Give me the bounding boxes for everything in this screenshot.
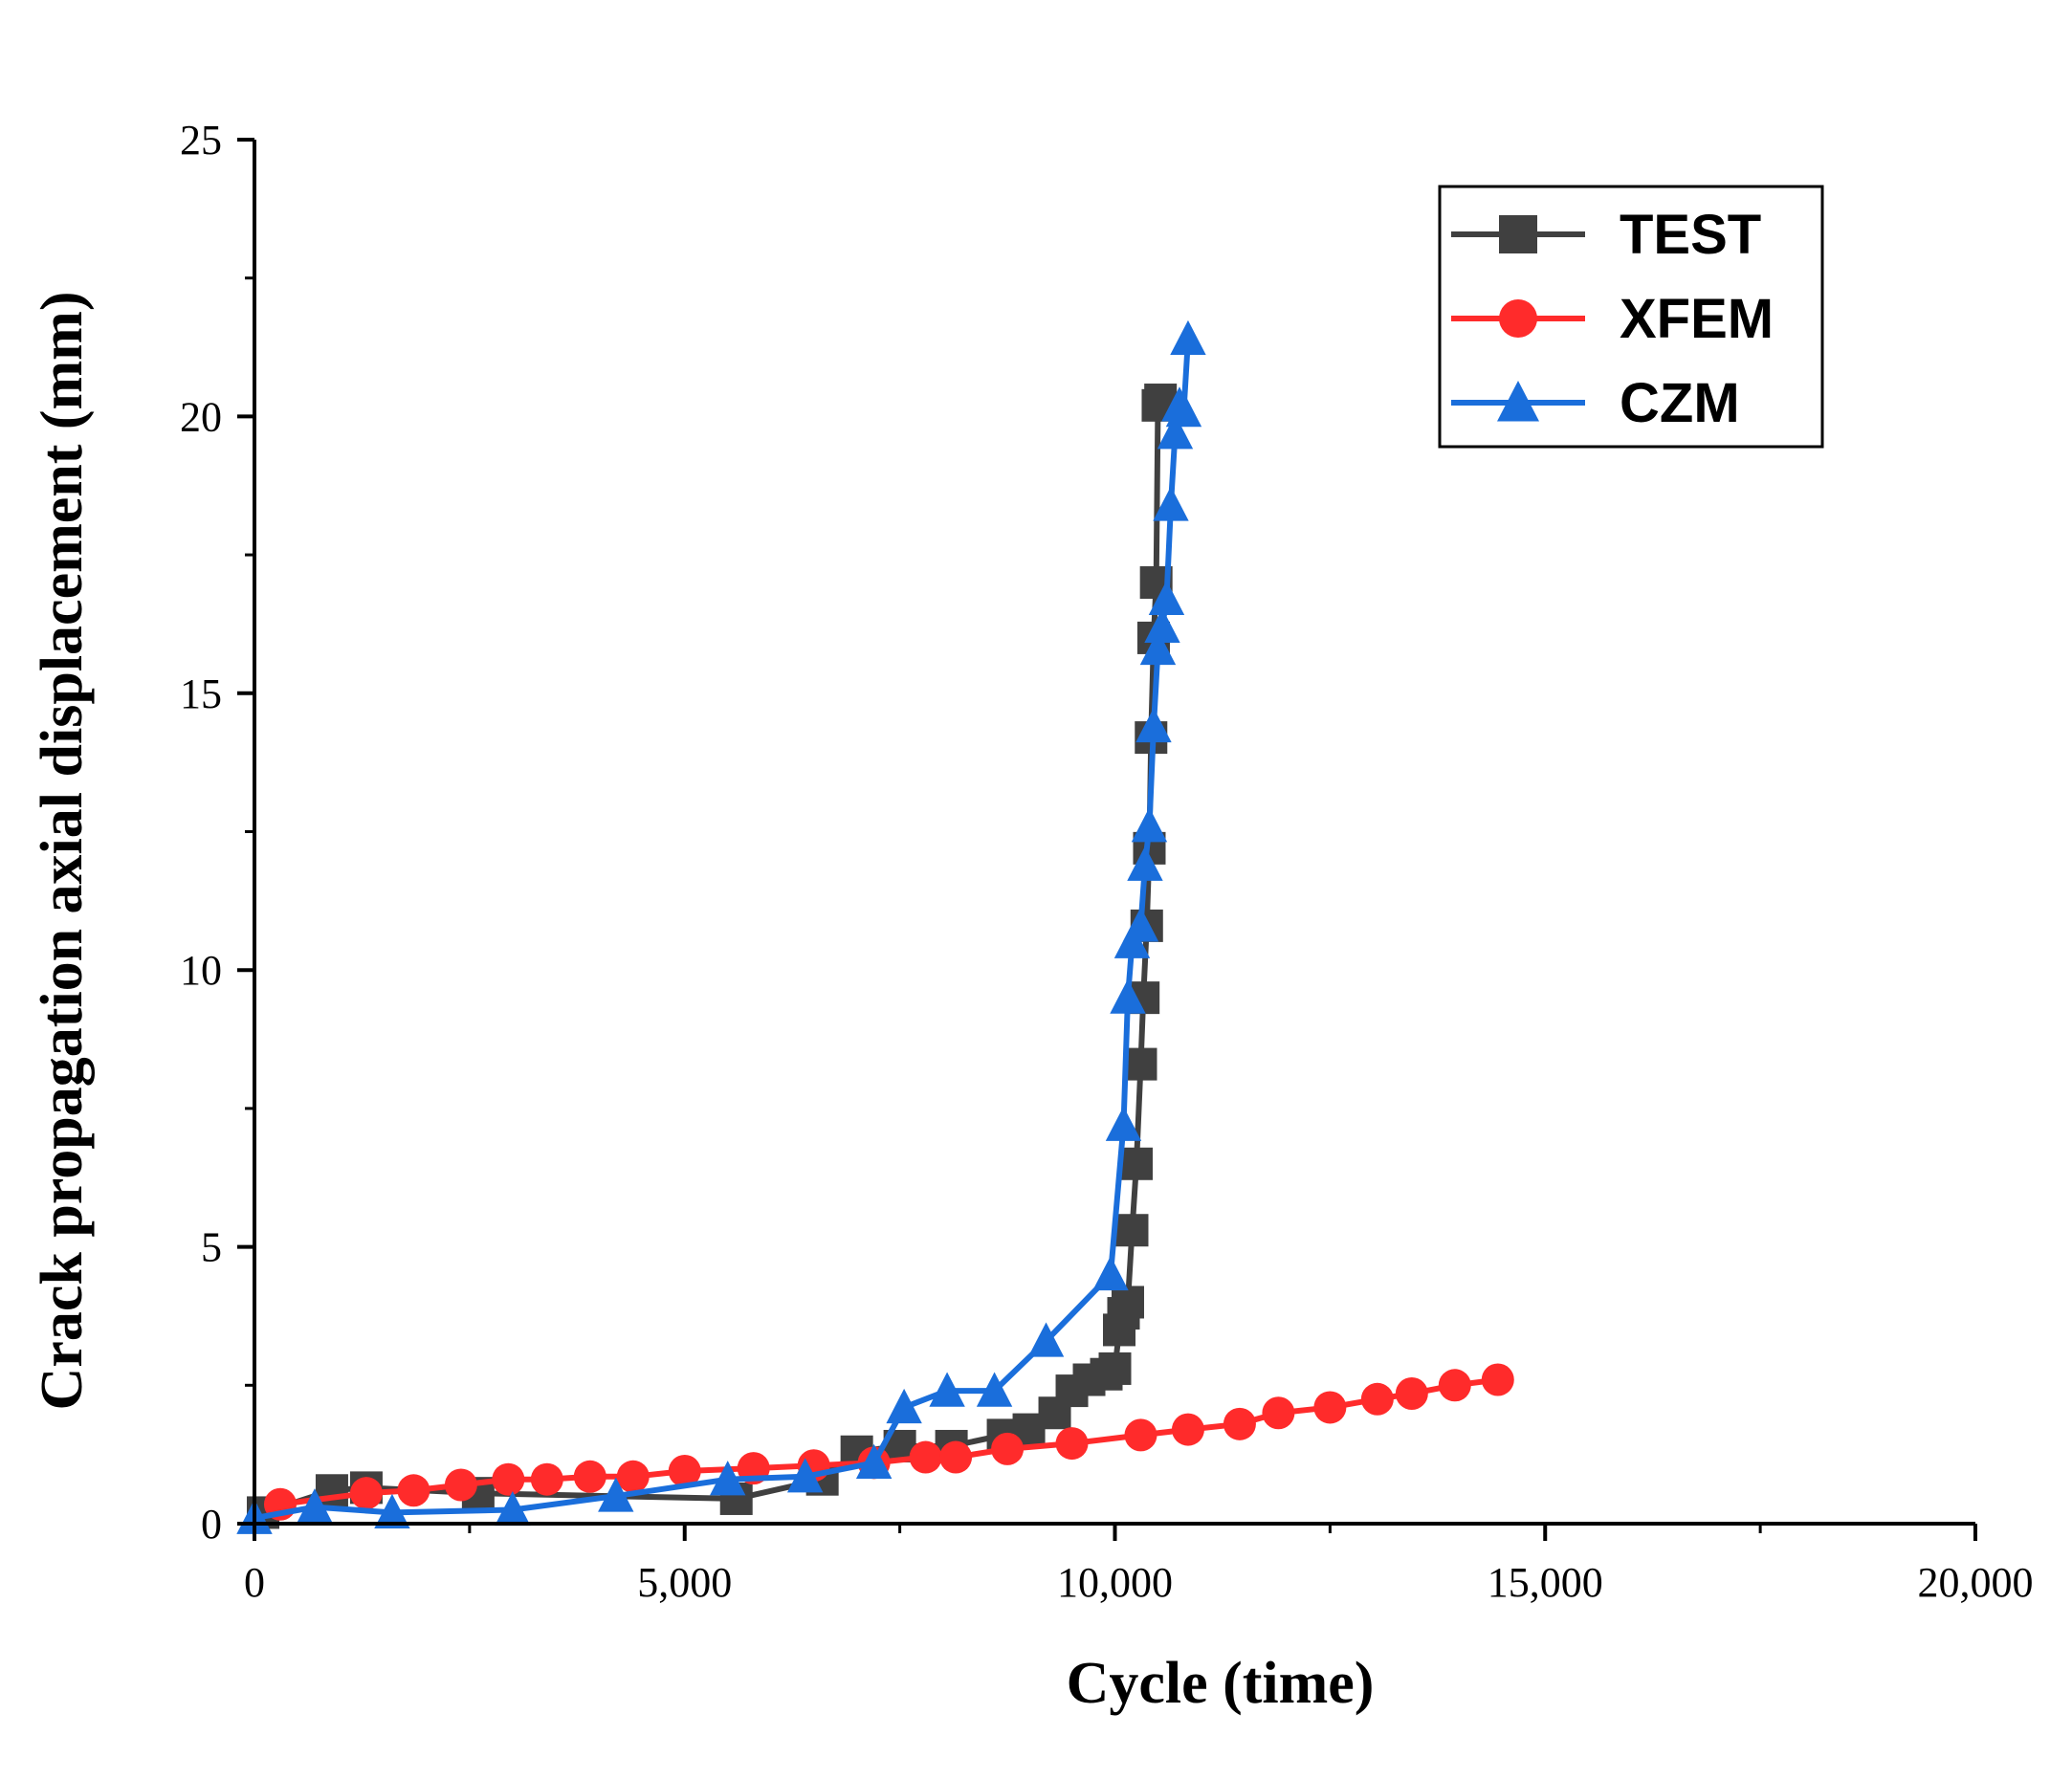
data-point-xfem (1124, 1418, 1157, 1452)
data-point-czm (1153, 486, 1189, 521)
data-point-czm (1139, 629, 1177, 666)
data-point-czm (855, 1443, 893, 1479)
legend-item-czm: CZM (1451, 372, 1740, 434)
data-point-xfem (991, 1432, 1025, 1465)
data-point-czm (929, 1372, 965, 1407)
data-point-xfem (1395, 1376, 1428, 1410)
data-point-czm (1110, 978, 1146, 1014)
legend-label: TEST (1620, 204, 1761, 266)
x-axis-title: Cycle (time) (1067, 1651, 1375, 1716)
data-point-czm (1157, 414, 1194, 450)
data-point-czm (1092, 1255, 1129, 1291)
x-tick-label: 20,000 (1918, 1559, 2034, 1606)
legend-item-test: TEST (1451, 204, 1761, 266)
y-tick-label: 15 (180, 670, 222, 717)
data-point-test (1098, 1351, 1132, 1385)
data-point-xfem (349, 1477, 383, 1510)
y-tick-label: 0 (201, 1501, 222, 1548)
x-tick-label: 0 (244, 1559, 265, 1606)
data-point-xfem (668, 1455, 701, 1488)
data-point-czm (1027, 1322, 1065, 1357)
series-xfem (263, 1363, 1514, 1521)
data-point-czm (786, 1458, 824, 1493)
legend-label: CZM (1620, 372, 1740, 434)
data-point-czm (1131, 807, 1168, 843)
legend-label: XFEM (1620, 288, 1774, 350)
data-point-test (1115, 1214, 1149, 1247)
data-point-czm (1105, 1106, 1142, 1141)
data-point-xfem (1055, 1427, 1089, 1461)
data-point-xfem (1481, 1363, 1514, 1396)
legend-marker-triangle (1497, 381, 1539, 422)
x-tick-label: 10,000 (1057, 1559, 1173, 1606)
data-point-xfem (1171, 1413, 1204, 1446)
legend: TEST XFEM CZM (1438, 185, 1824, 449)
y-tick-label: 25 (180, 117, 222, 164)
data-point-test (1124, 1047, 1157, 1081)
data-point-czm (1122, 907, 1159, 942)
series-line-czm (253, 339, 1191, 1522)
data-point-xfem (1360, 1382, 1394, 1416)
y-tick-label: 10 (180, 947, 222, 994)
axes: 0 5,000 10,000 15,000 20,000 0 5 10 15 20 25 (180, 117, 2034, 1606)
data-point-xfem (1313, 1391, 1347, 1424)
data-point-xfem (397, 1474, 430, 1507)
y-axis-ticks: 0 5 10 15 20 25 (180, 117, 254, 1548)
data-point-czm (495, 1490, 531, 1527)
data-point-czm (710, 1461, 746, 1496)
data-point-czm (886, 1388, 922, 1424)
data-point-xfem (573, 1460, 606, 1493)
legend-marker-square (1499, 215, 1537, 253)
x-axis-ticks: 0 5,000 10,000 15,000 20,000 (244, 1524, 2034, 1606)
data-point-test (1119, 1147, 1153, 1180)
data-point-czm (598, 1477, 634, 1512)
data-point-czm (297, 1488, 333, 1524)
data-point-czm (1170, 319, 1206, 355)
legend-items: TEST XFEM CZM (1451, 204, 1774, 434)
data-point-xfem (492, 1462, 525, 1496)
y-tick-label: 20 (180, 393, 222, 440)
data-point-xfem (1438, 1369, 1471, 1402)
data-point-xfem (1262, 1396, 1295, 1430)
x-tick-label: 5,000 (637, 1559, 732, 1606)
y-axis-title: Crack propagation axial displacement (mm… (30, 292, 95, 1411)
data-point-xfem (444, 1468, 477, 1502)
data-point-xfem (530, 1462, 563, 1496)
data-point-czm (374, 1493, 410, 1529)
data-point-czm (1135, 707, 1172, 743)
y-tick-label: 5 (201, 1224, 222, 1271)
data-point-czm (1127, 846, 1163, 881)
data-point-xfem (909, 1440, 942, 1474)
data-point-czm (1144, 607, 1180, 643)
legend-marker-circle (1499, 299, 1537, 338)
legend-item-xfem: XFEM (1451, 288, 1774, 350)
data-point-czm (976, 1372, 1013, 1407)
data-point-xfem (939, 1440, 973, 1474)
data-point-czm (1148, 580, 1185, 616)
data-point-xfem (616, 1460, 650, 1493)
data-point-test (1111, 1286, 1144, 1319)
data-point-xfem (1223, 1407, 1256, 1440)
data-point-czm (1165, 392, 1202, 428)
x-tick-label: 15,000 (1488, 1559, 1603, 1606)
